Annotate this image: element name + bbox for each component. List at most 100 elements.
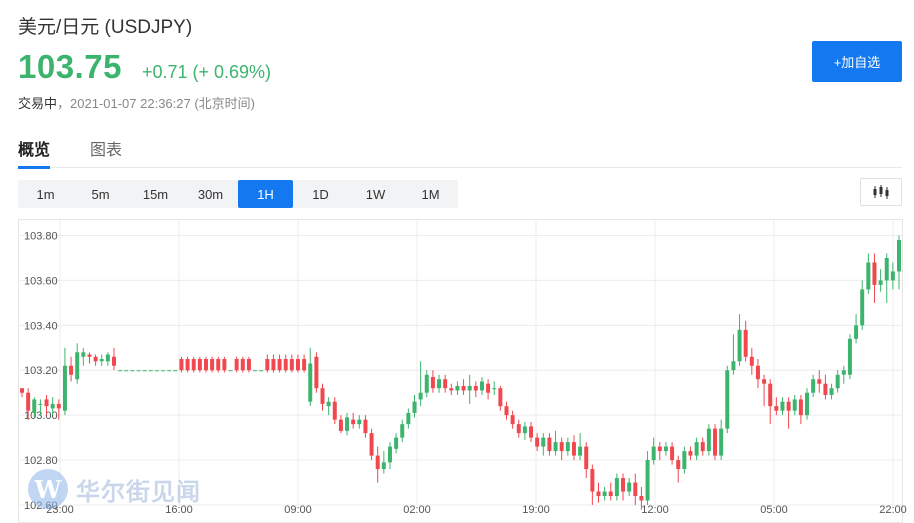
x-tick-label: 12:00 bbox=[641, 504, 669, 516]
candle-body bbox=[780, 401, 785, 411]
candle-body bbox=[50, 403, 55, 409]
candle-body bbox=[835, 374, 840, 389]
candle-body bbox=[486, 383, 491, 393]
candle-body bbox=[222, 359, 227, 371]
candle-body bbox=[142, 370, 147, 372]
chart-type-button[interactable] bbox=[860, 178, 902, 206]
candle-body bbox=[823, 383, 828, 395]
candle-body bbox=[289, 359, 294, 371]
candle-body bbox=[792, 399, 797, 411]
candle-body bbox=[449, 388, 454, 391]
candle-body bbox=[645, 460, 650, 501]
candle-body bbox=[375, 455, 380, 470]
candle-body bbox=[26, 392, 31, 411]
candle-body bbox=[81, 352, 86, 357]
candle-body bbox=[99, 359, 104, 362]
candle-body bbox=[651, 446, 656, 461]
candle-body bbox=[111, 356, 116, 366]
candle-body bbox=[829, 388, 834, 395]
candle-body bbox=[203, 359, 208, 371]
candle-body bbox=[897, 239, 901, 272]
candle-body bbox=[400, 424, 405, 438]
period-1w[interactable]: 1W bbox=[365, 186, 386, 202]
candle-body bbox=[302, 359, 307, 371]
candle-body bbox=[749, 356, 754, 366]
candle-body bbox=[811, 379, 816, 393]
candle-body bbox=[283, 359, 288, 371]
candle-body bbox=[32, 399, 37, 413]
price-chart[interactable]: 103.80103.60103.40103.20103.00102.80102.… bbox=[18, 219, 914, 523]
period-selector: 1m 5m 15m 30m 1H 1D 1W 1M bbox=[18, 180, 458, 208]
candle-body bbox=[774, 406, 779, 411]
period-5m[interactable]: 5m bbox=[91, 186, 110, 202]
y-tick-label: 103.60 bbox=[24, 275, 58, 287]
candle-body bbox=[75, 352, 80, 380]
candle-body bbox=[706, 428, 711, 452]
candle-body bbox=[430, 376, 435, 389]
candle-body bbox=[44, 399, 49, 407]
period-1m[interactable]: 1m bbox=[36, 186, 55, 202]
candle-body bbox=[197, 359, 202, 371]
candle-body bbox=[614, 478, 619, 497]
candle-body bbox=[786, 401, 791, 411]
candle-body bbox=[847, 338, 852, 375]
candle-body bbox=[473, 385, 478, 391]
candle-body bbox=[455, 385, 460, 391]
candle-body bbox=[216, 359, 221, 371]
candle-body bbox=[498, 388, 503, 407]
candle-body bbox=[633, 482, 638, 497]
watermark: W 华尔街见闻 bbox=[28, 469, 201, 509]
candle-body bbox=[584, 446, 589, 470]
candle-body bbox=[437, 379, 442, 389]
y-tick-label: 103.40 bbox=[24, 320, 58, 332]
x-tick-label: 05:00 bbox=[760, 504, 788, 516]
candle-body bbox=[854, 325, 859, 339]
candle-body bbox=[590, 469, 595, 492]
candle-body bbox=[234, 359, 239, 371]
candle-body bbox=[884, 257, 889, 281]
x-tick-label: 02:00 bbox=[403, 504, 431, 516]
candle-body bbox=[185, 359, 190, 371]
candle-body bbox=[817, 379, 822, 384]
candle-body bbox=[148, 370, 153, 372]
candle-body bbox=[688, 451, 693, 456]
candle-body bbox=[154, 370, 159, 372]
candle-body bbox=[412, 401, 417, 413]
tab-overview[interactable]: 概览 bbox=[18, 134, 51, 169]
candle-body bbox=[878, 280, 883, 285]
candle-body bbox=[345, 417, 350, 431]
period-1h[interactable]: 1H bbox=[238, 180, 293, 208]
candle-body bbox=[798, 399, 803, 416]
candle-body bbox=[479, 381, 484, 391]
candle-body bbox=[387, 446, 392, 463]
candle-body bbox=[743, 329, 748, 357]
candle-body bbox=[308, 363, 313, 402]
period-1mo[interactable]: 1M bbox=[421, 186, 440, 202]
candle-body bbox=[191, 359, 196, 371]
candlestick-chart: 103.80103.60103.40103.20103.00102.80102.… bbox=[18, 219, 907, 523]
instrument-title: 美元/日元 (USDJPY) bbox=[18, 17, 193, 38]
add-to-watchlist-button[interactable]: +加自选 bbox=[812, 41, 902, 82]
period-15m[interactable]: 15m bbox=[142, 186, 169, 202]
candle-body bbox=[38, 403, 43, 405]
candle-body bbox=[621, 478, 626, 492]
candle-body bbox=[860, 289, 865, 326]
candle-body bbox=[56, 403, 61, 409]
x-tick-label: 19:00 bbox=[522, 504, 550, 516]
candle-body bbox=[608, 491, 613, 497]
tab-chart[interactable]: 图表 bbox=[90, 142, 123, 159]
current-price: 103.75 bbox=[18, 48, 122, 85]
candle-body bbox=[805, 392, 810, 416]
candle-body bbox=[841, 370, 846, 375]
candle-body bbox=[62, 365, 67, 411]
period-30m[interactable]: 30m bbox=[197, 186, 224, 202]
candle-body bbox=[93, 356, 98, 362]
candle-body bbox=[20, 388, 24, 393]
candle-body bbox=[676, 460, 681, 470]
trading-state: 交易中 bbox=[18, 96, 58, 111]
period-1d[interactable]: 1D bbox=[312, 186, 329, 202]
candle-body bbox=[510, 415, 515, 425]
candle-body bbox=[492, 388, 497, 390]
candle-body bbox=[210, 359, 215, 371]
candle-body bbox=[326, 401, 331, 407]
